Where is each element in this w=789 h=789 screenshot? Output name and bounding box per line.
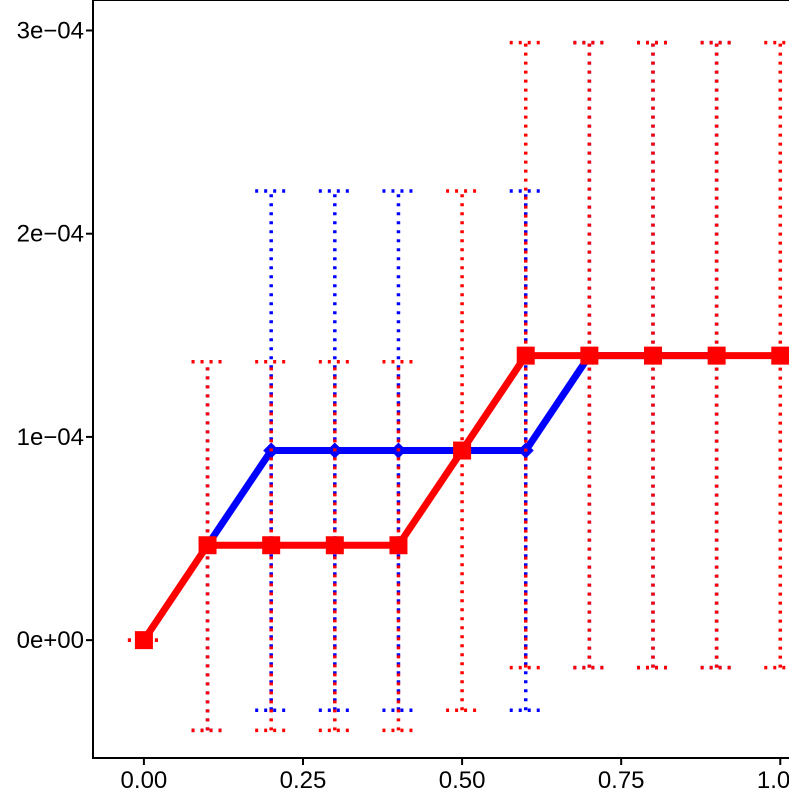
x-tick-label-0: 0.00 — [121, 767, 168, 789]
y-tick-label-0: 0e+00 — [17, 627, 84, 654]
point-1-10 — [771, 346, 789, 365]
point-1-5 — [453, 441, 472, 460]
point-1-1 — [198, 536, 217, 555]
point-1-2 — [262, 536, 281, 555]
x-tick-label-1: 0.25 — [280, 767, 327, 789]
axis-layer: 0.00 0.25 0.50 0.75 1.00 0e+00 1e−04 2e−04 3e−04 — [17, 17, 789, 789]
point-1-9 — [707, 346, 726, 365]
point-1-3 — [325, 536, 344, 555]
x-tick-label-2: 0.50 — [439, 767, 486, 789]
point-1-8 — [644, 346, 662, 365]
point-1-0 — [134, 631, 153, 650]
y-tick-label-1: 1e−04 — [17, 424, 84, 451]
series-1 — [127, 40, 789, 733]
plot-panel-border — [92, 0, 789, 759]
series-layer — [127, 40, 789, 733]
x-tick-label-4: 1.00 — [757, 767, 789, 789]
y-tick-label-2: 2e−04 — [17, 221, 84, 248]
point-1-4 — [389, 536, 408, 555]
y-tick-label-3: 3e−04 — [17, 17, 84, 44]
x-tick-label-3: 0.75 — [598, 767, 645, 789]
point-1-6 — [516, 346, 535, 365]
point-1-7 — [580, 346, 599, 365]
